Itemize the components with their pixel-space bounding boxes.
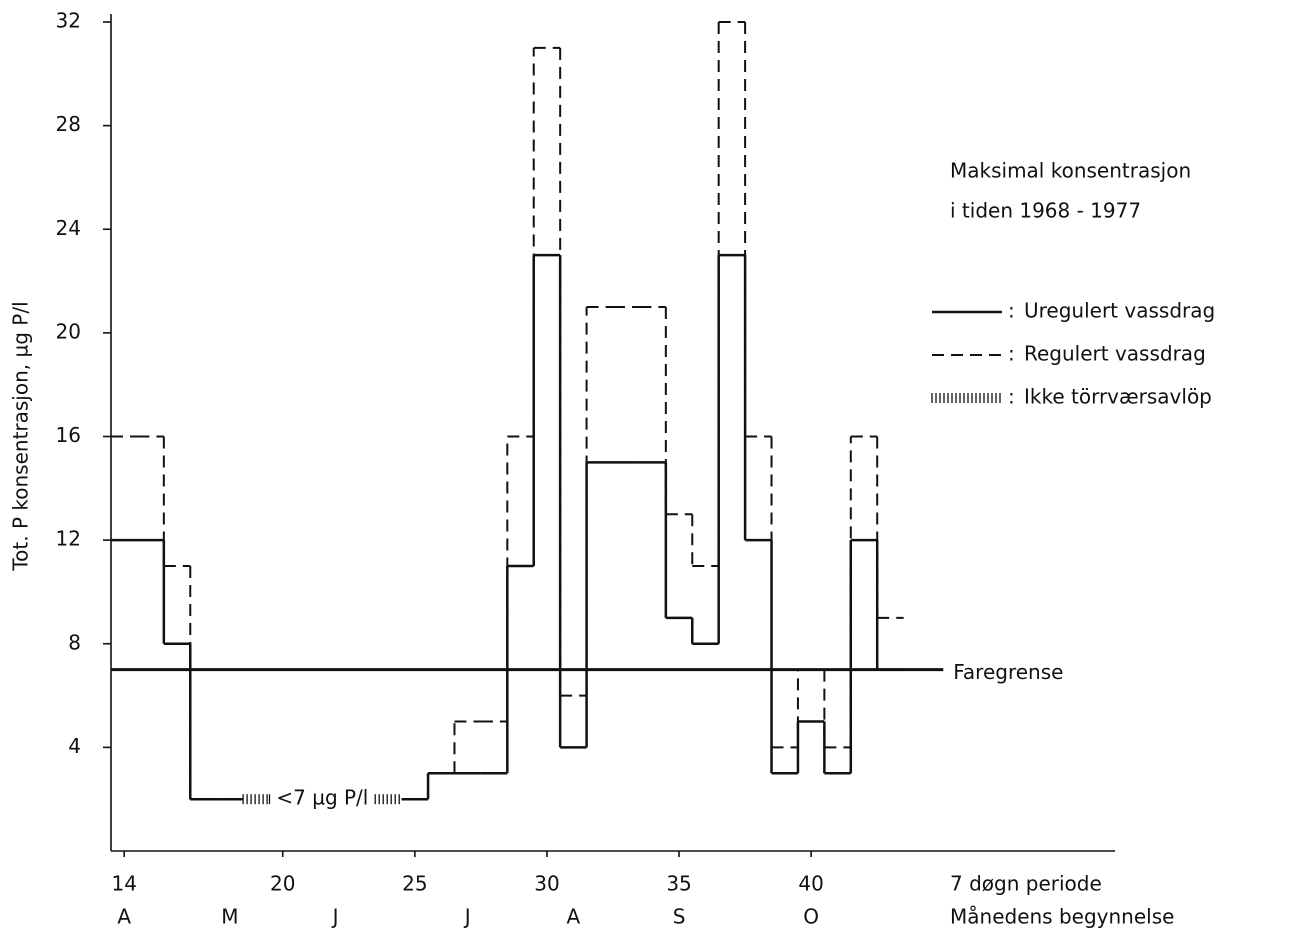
y-tick-label: 8 bbox=[68, 630, 81, 654]
x-axis-label: 7 døgn periode bbox=[950, 872, 1102, 896]
y-axis-label: Tot. P konsentrasjon, µg P/l bbox=[9, 301, 33, 571]
y-tick-label: 32 bbox=[56, 9, 81, 33]
month-label: A bbox=[117, 905, 131, 929]
legend-colon: : bbox=[1008, 342, 1015, 366]
legend-colon: : bbox=[1008, 385, 1015, 409]
month-label: S bbox=[673, 905, 686, 929]
y-tick-label: 4 bbox=[68, 734, 81, 758]
x-tick-label: 20 bbox=[270, 872, 295, 896]
x-tick-label: 35 bbox=[666, 872, 691, 896]
annotation: i tiden 1968 - 1977 bbox=[950, 199, 1141, 223]
annotation: Maksimal konsentrasjon bbox=[950, 159, 1191, 183]
y-tick-label: 16 bbox=[56, 423, 81, 447]
hatch-label: <7 µg P/l bbox=[276, 786, 368, 810]
legend-label: Uregulert vassdrag bbox=[1024, 299, 1215, 323]
month-label: M bbox=[221, 905, 238, 929]
hatch-label-bg bbox=[270, 785, 375, 814]
legend-label: Ikke törrværsavlöp bbox=[1024, 385, 1212, 409]
month-row-label: Månedens begynnelse bbox=[950, 905, 1174, 929]
x-tick-label: 25 bbox=[402, 872, 427, 896]
hatch-step bbox=[374, 794, 400, 805]
legend-colon: : bbox=[1008, 299, 1015, 323]
month-label: A bbox=[567, 905, 581, 929]
x-tick-label: 14 bbox=[111, 872, 136, 896]
threshold-label: Faregrense bbox=[953, 660, 1063, 684]
y-tick-label: 24 bbox=[56, 216, 81, 240]
x-tick-label: 30 bbox=[534, 872, 559, 896]
y-tick-label: 12 bbox=[56, 527, 81, 551]
month-label: O bbox=[803, 905, 819, 929]
x-tick-label: 40 bbox=[798, 872, 823, 896]
y-tick-label: 28 bbox=[56, 112, 81, 136]
y-tick-label: 20 bbox=[56, 319, 81, 343]
hatch-step bbox=[242, 794, 268, 805]
month-label: J bbox=[463, 905, 471, 929]
month-label: J bbox=[331, 905, 339, 929]
legend-label: Regulert vassdrag bbox=[1024, 342, 1206, 366]
